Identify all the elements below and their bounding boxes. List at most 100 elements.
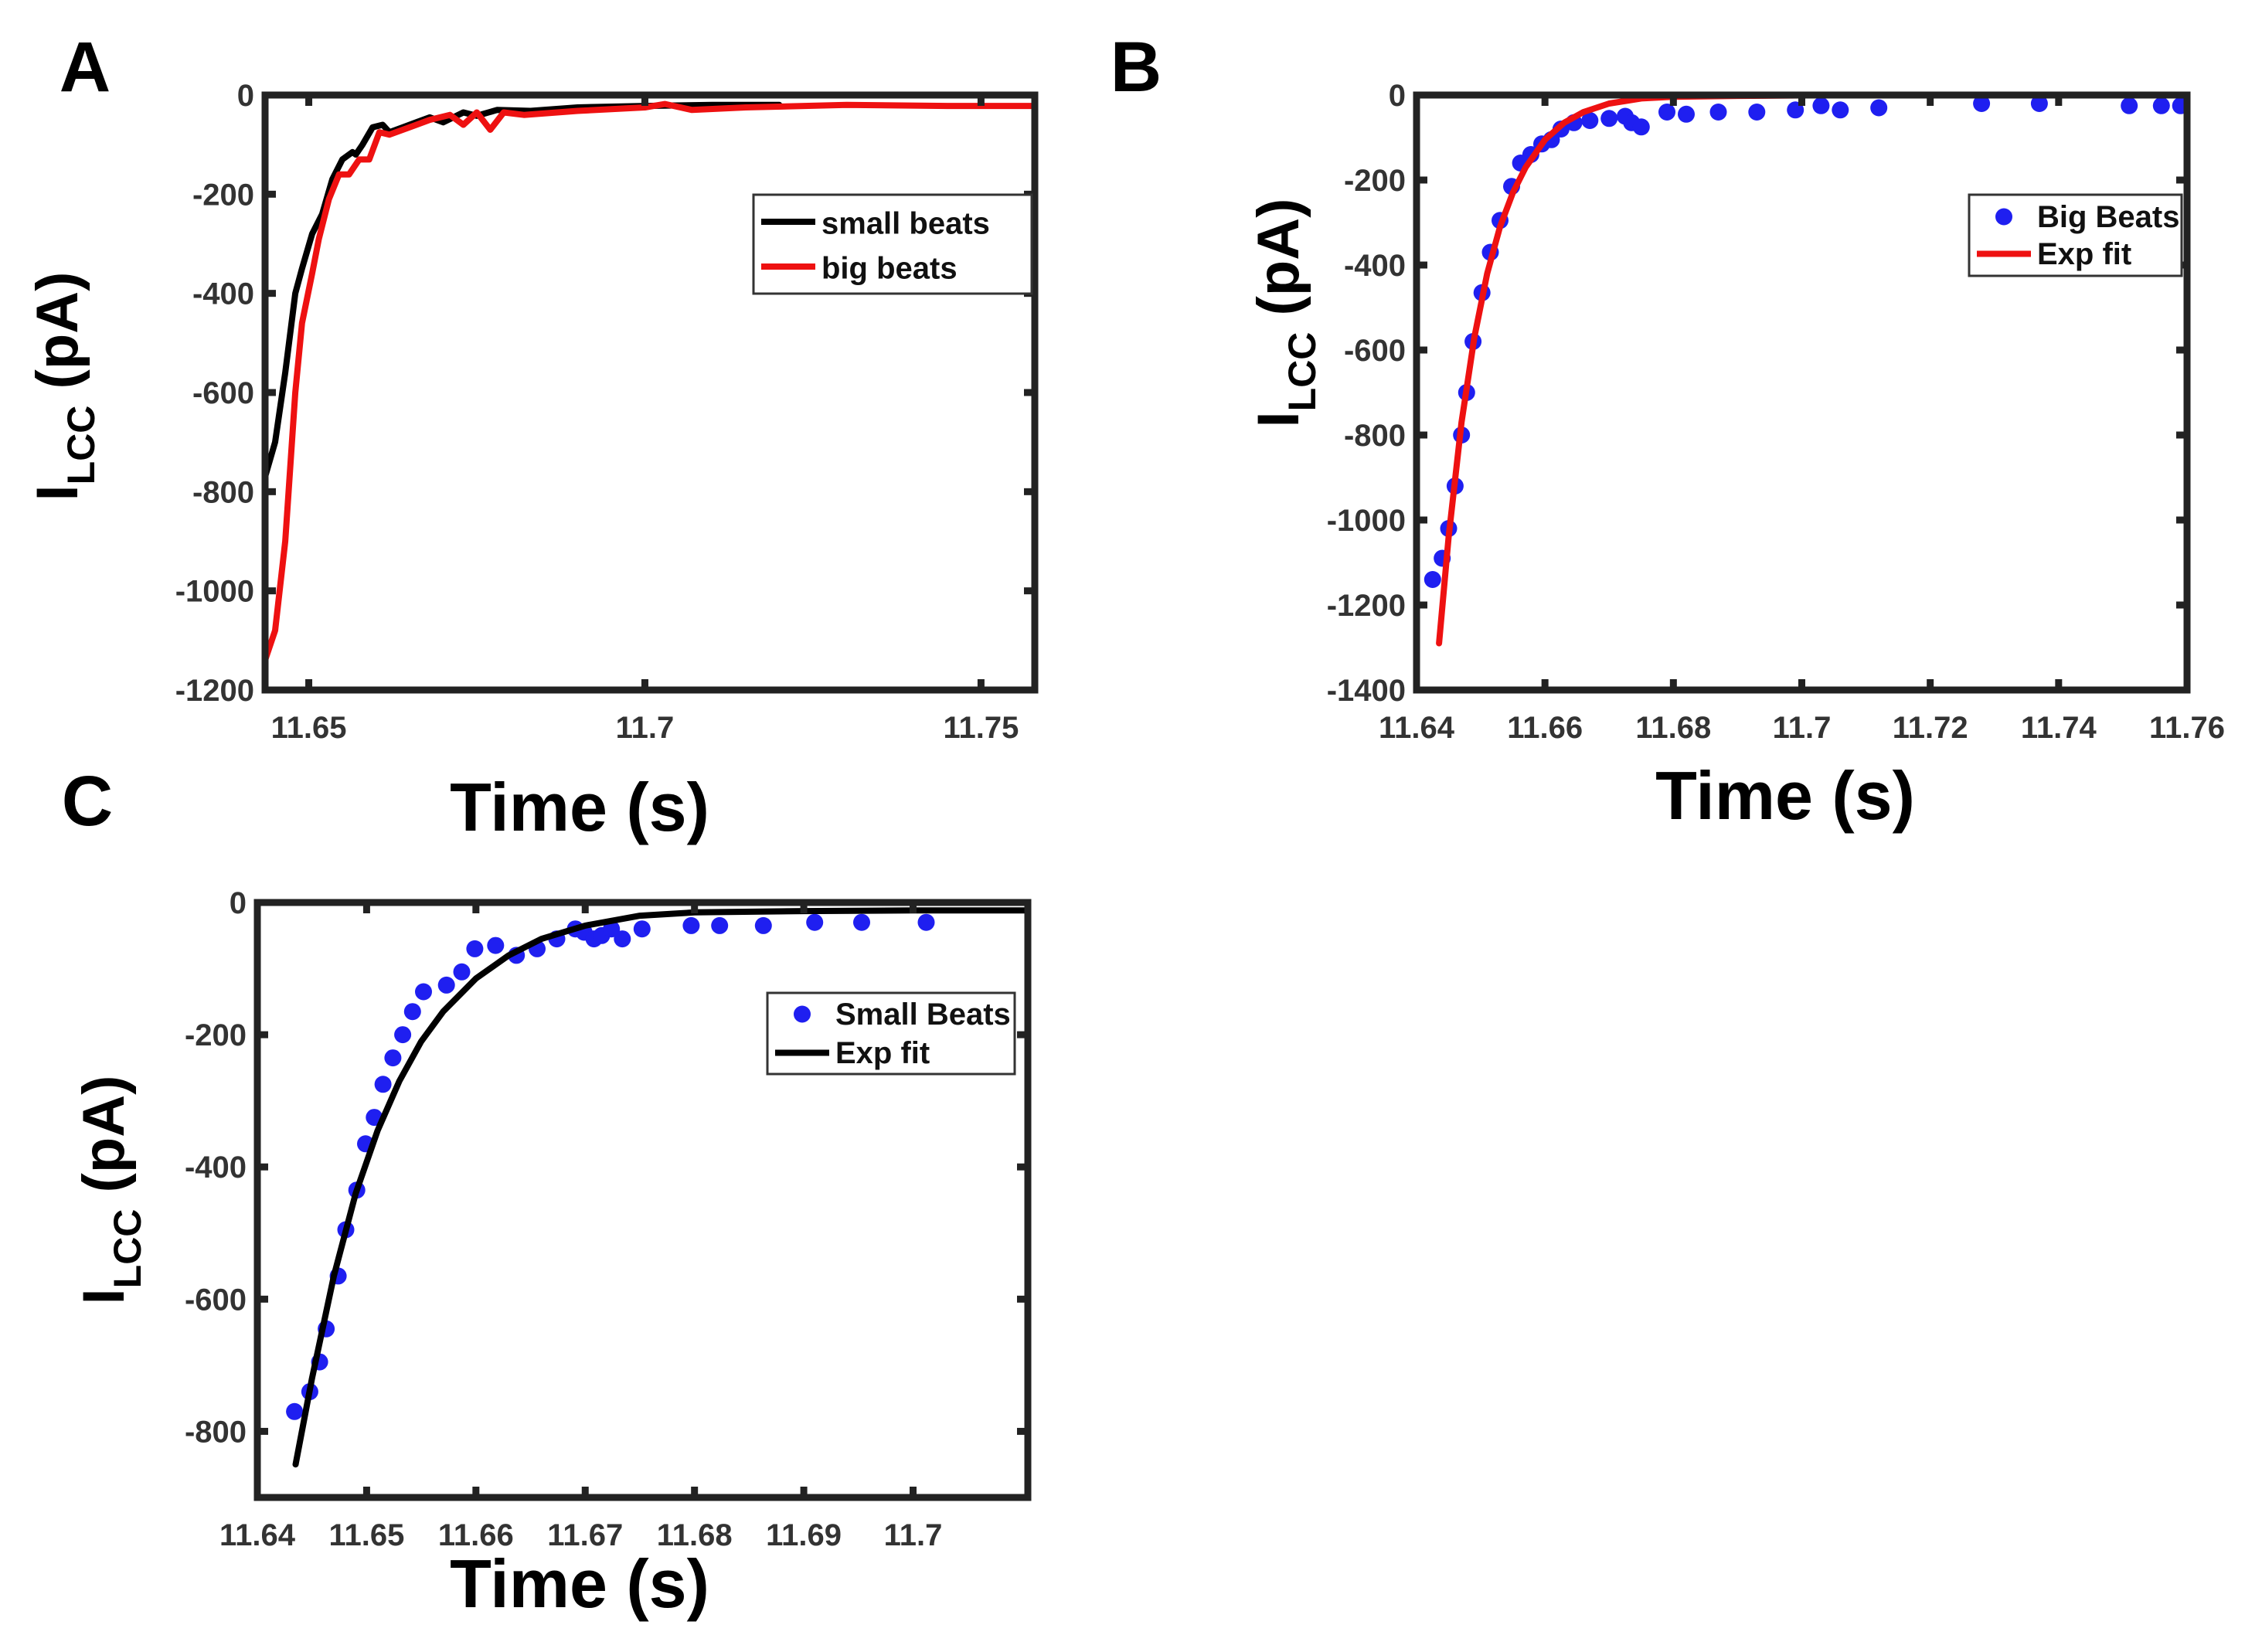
- x-tick-label-a: 11.7: [616, 711, 675, 745]
- x-axis-label-c: Time (s): [450, 1545, 709, 1622]
- y-axis-label-c: ILCC (pA): [71, 1076, 149, 1305]
- data-point-b-big-beats: [1748, 104, 1766, 121]
- data-point-b-big-beats: [1678, 105, 1695, 123]
- data-point-b-big-beats: [1658, 104, 1675, 121]
- x-axis-label-a: Time (s): [450, 769, 709, 845]
- legend-swatch-c-small-beats: [794, 1005, 811, 1023]
- legend-label-b-exp-fit: Exp fit: [2037, 237, 2131, 271]
- plot-area-b: [1417, 95, 2187, 690]
- data-point-b-big-beats: [1424, 571, 1441, 588]
- data-point-c-small-beats: [374, 1076, 392, 1093]
- data-point-c-small-beats: [403, 1003, 421, 1021]
- y-tick-label-a: -800: [192, 475, 254, 509]
- x-tick-label-c: 11.65: [328, 1518, 404, 1552]
- data-point-c-small-beats: [614, 930, 631, 948]
- legend-label-a-small-beats: small beats: [821, 206, 990, 240]
- y-tick-label-c: -400: [185, 1151, 247, 1185]
- y-label-subscript-c: LCC: [106, 1209, 149, 1289]
- legend-box-c: [766, 991, 1016, 1076]
- data-point-c-small-beats: [286, 1402, 304, 1420]
- x-tick-label-c: 11.67: [547, 1518, 623, 1552]
- y-tick-label-c: -200: [185, 1018, 247, 1052]
- panel-letter-c: C: [62, 762, 113, 841]
- y-tick-label-a: 0: [237, 79, 254, 113]
- data-point-c-small-beats: [682, 916, 700, 934]
- data-point-b-big-beats: [2030, 95, 2048, 112]
- plot-area-a: [265, 95, 1035, 690]
- x-tick-label-c: 11.69: [766, 1518, 842, 1552]
- axes-box-c: [253, 899, 1032, 1501]
- x-tick-label-b: 11.68: [1635, 711, 1711, 745]
- x-tick-label-c: 11.64: [219, 1518, 296, 1552]
- series-group-a: [265, 100, 1035, 664]
- y-label-unit-c: (pA): [71, 1076, 137, 1209]
- y-tick-label-b: -1400: [1327, 674, 1406, 708]
- data-point-c-small-beats: [806, 913, 824, 931]
- series-line-a-small-beats: [265, 101, 783, 481]
- legend-label-c-small-beats: Small Beats: [835, 998, 1011, 1032]
- series-group-b: [1424, 95, 2187, 647]
- x-tick-label-a: 11.65: [271, 711, 347, 745]
- x-tick-label-c: 11.68: [657, 1518, 733, 1552]
- y-tick-label-c: 0: [230, 886, 247, 920]
- y-tick-label-b: -1000: [1327, 504, 1406, 538]
- x-tick-label-c: 11.7: [884, 1518, 943, 1552]
- data-point-c-small-beats: [711, 916, 729, 934]
- y-label-subscript-b: LCC: [1281, 332, 1324, 412]
- y-tick-label-b: 0: [1389, 79, 1406, 113]
- data-point-c-small-beats: [384, 1049, 402, 1067]
- data-point-b-big-beats: [1709, 104, 1727, 121]
- x-tick-label-c: 11.66: [438, 1518, 514, 1552]
- data-point-c-small-beats: [633, 920, 651, 938]
- data-point-b-big-beats: [1632, 118, 1650, 136]
- y-axis-label-a: ILCC (pA): [25, 272, 103, 501]
- y-label-subscript-a: LCC: [60, 406, 103, 485]
- y-tick-label-a: -600: [192, 376, 254, 410]
- y-tick-label-a: -400: [192, 277, 254, 311]
- x-tick-label-b: 11.74: [2021, 711, 2097, 745]
- data-point-b-big-beats: [1832, 101, 1849, 119]
- data-point-b-big-beats: [1973, 95, 1991, 112]
- data-point-c-small-beats: [917, 913, 935, 931]
- data-point-c-small-beats: [415, 983, 432, 1001]
- panel-c: C 11.64 11.65 11.66 11.67 11.68 11.69 11.7 0 -200…: [62, 762, 1032, 1622]
- x-tick-label-a: 11.75: [943, 711, 1019, 745]
- series-group-c: [286, 907, 1028, 1468]
- data-point-b-big-beats: [2121, 97, 2138, 114]
- legend-label-a-big-beats: big beats: [821, 251, 958, 285]
- x-axis-label-b: Time (s): [1655, 757, 1915, 834]
- data-point-b-big-beats: [1812, 97, 1830, 114]
- series-line-c-exp-fit: [292, 907, 1028, 1468]
- data-point-c-small-beats: [453, 963, 471, 981]
- y-tick-label-b: -1200: [1327, 589, 1406, 623]
- panel-letter-b: B: [1111, 28, 1162, 107]
- data-point-c-small-beats: [487, 936, 505, 954]
- x-tick-label-b: 11.64: [1379, 711, 1455, 745]
- legend-label-c-exp-fit: Exp fit: [835, 1036, 930, 1070]
- legend-box-a: [752, 193, 1033, 295]
- legend-swatch-b-big-beats: [1995, 208, 2012, 226]
- data-point-b-big-beats: [1581, 112, 1599, 129]
- data-point-c-small-beats: [437, 976, 455, 994]
- y-tick-label-a: -1000: [175, 575, 254, 609]
- data-point-c-small-beats: [394, 1026, 412, 1044]
- panel-b: B 11.64 11.66 11.68 11.7 11.72 11.74 11.76 0 -200…: [1111, 28, 2225, 834]
- data-point-c-small-beats: [754, 916, 772, 934]
- data-point-b-big-beats: [1870, 99, 1888, 117]
- y-label-main-a: I: [25, 484, 90, 501]
- y-tick-label-b: -600: [1344, 334, 1406, 368]
- panel-a: A 11.65 11.7 11.75 0 -200 -400 -600 -800 -1000 -12…: [25, 28, 1039, 845]
- y-tick-label-c: -800: [185, 1415, 247, 1449]
- x-tick-label-b: 11.7: [1773, 711, 1832, 745]
- y-tick-label-a: -200: [192, 178, 254, 212]
- data-point-c-small-beats: [853, 913, 870, 931]
- data-point-c-small-beats: [466, 940, 484, 957]
- y-axis-label-b: ILCC (pA): [1246, 199, 1324, 428]
- data-point-b-big-beats: [2172, 97, 2187, 114]
- x-tick-label-b: 11.66: [1507, 711, 1583, 745]
- y-tick-label-a: -1200: [175, 674, 254, 708]
- y-tick-label-b: -400: [1344, 249, 1406, 283]
- panel-letter-a: A: [60, 28, 111, 107]
- data-point-b-big-beats: [1600, 110, 1618, 127]
